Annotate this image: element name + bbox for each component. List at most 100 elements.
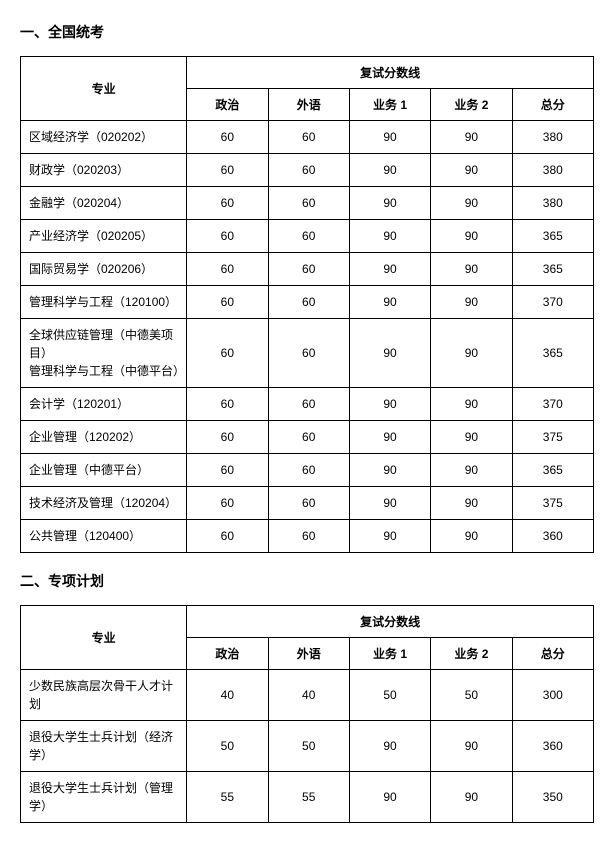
table-header-row: 专业 复试分数线: [21, 57, 594, 89]
table-national-exam: 专业 复试分数线 政治 外语 业务 1 业务 2 总分 区域经济学（020202…: [20, 56, 594, 553]
col-group-scores: 复试分数线: [187, 57, 594, 89]
cell-score: 60: [268, 388, 349, 421]
cell-score: 90: [349, 421, 430, 454]
cell-score: 60: [187, 388, 268, 421]
cell-score: 350: [512, 772, 593, 823]
cell-major: 技术经济及管理（120204）: [21, 487, 187, 520]
cell-score: 90: [431, 487, 512, 520]
col-subj2: 业务 2: [431, 638, 512, 670]
cell-score: 90: [431, 187, 512, 220]
cell-score: 90: [431, 319, 512, 388]
table-row: 全球供应链管理（中德美项目）管理科学与工程（中德平台）60609090365: [21, 319, 594, 388]
table-row: 金融学（020204）60609090380: [21, 187, 594, 220]
cell-score: 365: [512, 454, 593, 487]
cell-score: 90: [431, 154, 512, 187]
cell-score: 60: [268, 454, 349, 487]
cell-score: 90: [431, 454, 512, 487]
cell-score: 380: [512, 154, 593, 187]
col-subj1: 业务 1: [349, 89, 430, 121]
col-foreign: 外语: [268, 89, 349, 121]
cell-major: 公共管理（120400）: [21, 520, 187, 553]
cell-score: 50: [431, 670, 512, 721]
cell-score: 90: [349, 253, 430, 286]
table-1-body: 区域经济学（020202）60609090380财政学（020203）60609…: [21, 121, 594, 553]
cell-score: 90: [431, 421, 512, 454]
cell-score: 60: [187, 421, 268, 454]
cell-score: 60: [268, 520, 349, 553]
cell-score: 90: [349, 286, 430, 319]
cell-major: 少数民族高层次骨干人才计划: [21, 670, 187, 721]
table-header-row: 专业 复试分数线: [21, 606, 594, 638]
cell-score: 90: [431, 721, 512, 772]
cell-score: 40: [187, 670, 268, 721]
table-row: 退役大学生士兵计划（经济学）50509090360: [21, 721, 594, 772]
table-row: 企业管理（120202）60609090375: [21, 421, 594, 454]
cell-score: 90: [431, 520, 512, 553]
table-row: 区域经济学（020202）60609090380: [21, 121, 594, 154]
col-politics: 政治: [187, 89, 268, 121]
col-total: 总分: [512, 638, 593, 670]
cell-score: 90: [431, 121, 512, 154]
table-row: 财政学（020203）60609090380: [21, 154, 594, 187]
cell-score: 360: [512, 520, 593, 553]
table-2-body: 少数民族高层次骨干人才计划40405050300退役大学生士兵计划（经济学）50…: [21, 670, 594, 823]
cell-score: 90: [431, 772, 512, 823]
table-row: 产业经济学（020205）60609090365: [21, 220, 594, 253]
section-1-title: 一、全国统考: [20, 22, 594, 42]
cell-score: 370: [512, 286, 593, 319]
cell-major: 财政学（020203）: [21, 154, 187, 187]
cell-score: 60: [268, 286, 349, 319]
cell-score: 90: [349, 319, 430, 388]
cell-score: 380: [512, 121, 593, 154]
cell-score: 365: [512, 253, 593, 286]
section-2-title: 二、专项计划: [20, 571, 594, 591]
table-row: 技术经济及管理（120204）60609090375: [21, 487, 594, 520]
cell-score: 90: [431, 220, 512, 253]
cell-score: 60: [268, 187, 349, 220]
cell-score: 50: [349, 670, 430, 721]
cell-score: 40: [268, 670, 349, 721]
cell-major: 企业管理（120202）: [21, 421, 187, 454]
table-special-plan: 专业 复试分数线 政治 外语 业务 1 业务 2 总分 少数民族高层次骨干人才计…: [20, 605, 594, 823]
table-row: 退役大学生士兵计划（管理学）55559090350: [21, 772, 594, 823]
cell-score: 60: [187, 121, 268, 154]
cell-score: 375: [512, 487, 593, 520]
cell-score: 90: [349, 520, 430, 553]
cell-score: 60: [268, 421, 349, 454]
cell-score: 370: [512, 388, 593, 421]
cell-major: 产业经济学（020205）: [21, 220, 187, 253]
cell-score: 60: [268, 253, 349, 286]
cell-score: 60: [187, 319, 268, 388]
col-group-scores: 复试分数线: [187, 606, 594, 638]
cell-major: 金融学（020204）: [21, 187, 187, 220]
cell-major: 全球供应链管理（中德美项目）管理科学与工程（中德平台）: [21, 319, 187, 388]
cell-score: 55: [268, 772, 349, 823]
cell-score: 90: [349, 721, 430, 772]
table-row: 国际贸易学（020206）60609090365: [21, 253, 594, 286]
cell-score: 60: [268, 154, 349, 187]
col-foreign: 外语: [268, 638, 349, 670]
cell-score: 90: [349, 121, 430, 154]
cell-score: 60: [187, 187, 268, 220]
col-subj2: 业务 2: [431, 89, 512, 121]
col-total: 总分: [512, 89, 593, 121]
cell-score: 60: [187, 220, 268, 253]
cell-score: 90: [349, 154, 430, 187]
cell-score: 60: [268, 319, 349, 388]
cell-score: 90: [349, 187, 430, 220]
cell-score: 375: [512, 421, 593, 454]
cell-score: 90: [431, 286, 512, 319]
cell-score: 60: [187, 454, 268, 487]
cell-score: 90: [431, 253, 512, 286]
col-major: 专业: [21, 57, 187, 121]
cell-score: 60: [187, 520, 268, 553]
cell-major: 退役大学生士兵计划（管理学）: [21, 772, 187, 823]
cell-score: 50: [187, 721, 268, 772]
cell-score: 60: [187, 286, 268, 319]
cell-score: 90: [349, 220, 430, 253]
table-row: 企业管理（中德平台）60609090365: [21, 454, 594, 487]
cell-score: 90: [349, 772, 430, 823]
cell-score: 60: [268, 487, 349, 520]
cell-score: 60: [187, 487, 268, 520]
table-row: 会计学（120201）60609090370: [21, 388, 594, 421]
